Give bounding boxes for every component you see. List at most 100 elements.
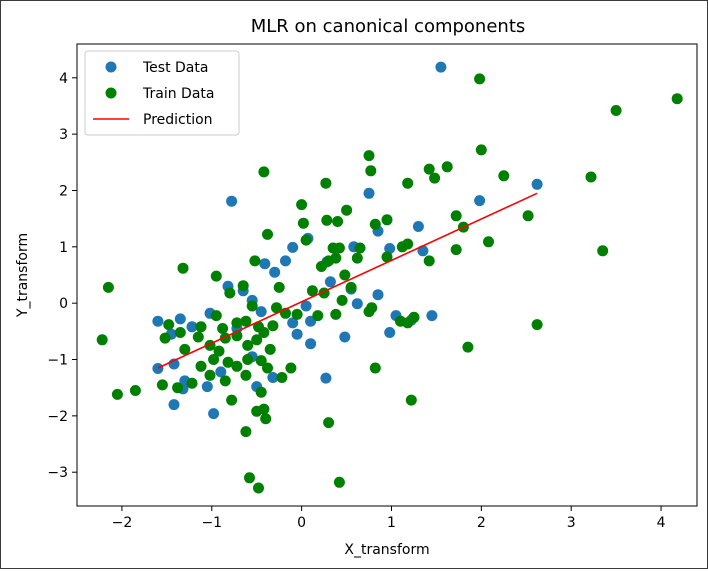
train-data-point [341,204,353,216]
test-data-point [291,328,303,340]
train-data-point [312,310,324,322]
train-data-point [111,388,123,400]
plot-marks [96,61,683,494]
train-data-point [531,319,543,331]
train-data-point [231,317,243,329]
train-data-point [204,369,216,381]
train-data-point [339,269,351,281]
prediction-line [157,192,538,369]
train-data-point [96,334,108,346]
legend-marker-train-data [105,87,117,99]
train-data-point [585,171,597,183]
x-tick-label: 3 [567,515,576,531]
train-data-point [402,177,414,189]
y-tick-label: 4 [59,71,68,87]
train-data-point [321,214,333,226]
train-data-point [226,394,238,406]
train-data-point [231,360,243,372]
train-data-point [159,332,171,344]
train-data-point [172,382,184,394]
test-data-point [152,315,164,327]
train-data-point [260,413,272,425]
train-data-point [320,177,332,189]
train-data-point [381,214,393,226]
x-tick-label: −1 [201,515,222,531]
train-data-point [363,150,375,162]
y-tick-label: 0 [59,296,68,312]
train-data-point [285,362,297,374]
train-data-point [242,354,254,365]
train-data-point [450,210,462,222]
train-data-point [179,343,191,355]
train-data-point [258,166,270,178]
x-axis-label: X_transform [344,542,429,558]
train-data-point [163,319,175,331]
train-data-point [244,472,255,484]
train-data-point [345,281,357,293]
train-data-point [333,242,345,254]
train-data-point [474,73,486,85]
train-data-point [330,308,342,320]
y-tick-label: −1 [47,353,68,369]
train-data-point [291,308,303,320]
y-tick-label: 2 [59,183,68,199]
train-data-point [475,144,487,156]
train-data-point [177,262,189,274]
x-axis-ticks: −2 −1 0 1 2 3 4 [112,506,666,531]
y-tick-label: 3 [59,127,68,143]
train-data-point [273,281,285,293]
train-data-point [246,300,258,312]
train-data-point [240,369,252,381]
train-data-point [208,354,220,365]
train-data-point [381,251,393,263]
test-data-point [300,300,312,312]
train-data-point [354,242,366,254]
x-tick-label: −2 [112,515,133,531]
test-data-point [152,363,164,374]
test-data-point [287,241,299,253]
train-data-point [249,255,261,267]
train-data-point [365,165,377,177]
test-data-point [426,310,438,322]
test-data-point [267,372,279,383]
train-data-point [222,356,234,368]
test-data-point [174,313,186,325]
test-data-point [259,258,271,270]
train-data-point [441,161,453,173]
test-data-point [320,372,332,384]
train-data-point [315,261,327,272]
train-data-point [351,252,363,264]
train-data-point [217,323,229,334]
test-data-point [412,221,424,232]
train-data-point [102,281,114,293]
train-data-point [522,210,534,222]
train-data-point [369,218,381,230]
train-data-point [423,255,435,267]
train-data-point [363,306,375,318]
train-data-point [483,236,494,248]
train-data-point [156,379,168,391]
x-tick-label: 4 [657,515,666,531]
test-data-point [384,327,396,338]
x-tick-label: 1 [387,515,396,531]
test-data-point [280,255,291,267]
train-data-point [255,386,267,398]
train-data-point [210,310,222,322]
train-data-point [129,385,141,396]
train-data-point [195,360,207,372]
train-data-point [258,327,270,338]
test-data-point [351,298,363,310]
train-data-point [240,315,252,327]
y-axis-ticks: −3 −2 −1 0 1 2 3 4 [47,71,77,481]
train-data-point [262,228,273,240]
train-data-point [251,405,263,417]
legend-marker-test-data [105,61,117,73]
train-data-point [450,244,462,256]
test-data-point [226,195,238,207]
train-data-point [174,327,186,338]
train-data-point [237,280,249,292]
train-data-point [597,245,609,257]
axes-frame [76,43,698,507]
train-data-point [219,375,231,387]
